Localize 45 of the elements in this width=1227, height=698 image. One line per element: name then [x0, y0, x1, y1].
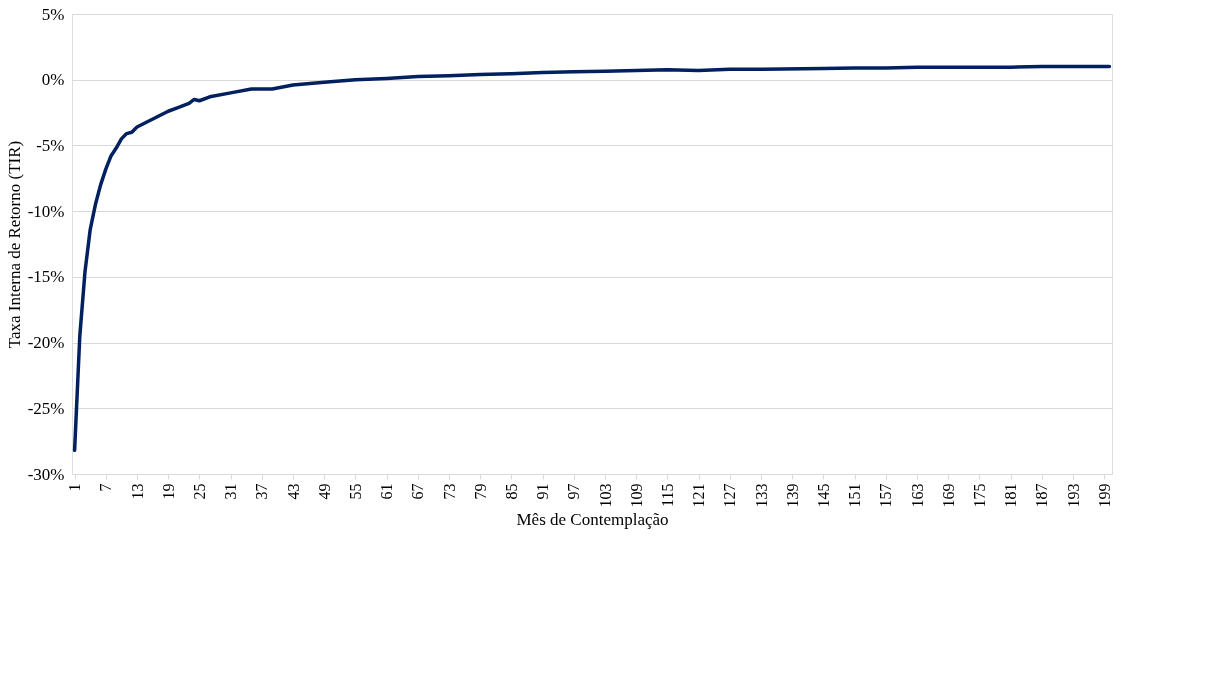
x-tick-label: 163 — [908, 483, 926, 508]
x-tick-label: 91 — [534, 483, 552, 500]
x-tick-label: 169 — [939, 483, 957, 508]
x-tick-label: 139 — [783, 483, 801, 508]
x-tick-label: 121 — [690, 483, 708, 508]
y-tick-label: 0% — [41, 70, 65, 90]
x-tick-label: 55 — [346, 483, 364, 500]
x-tick-label: 85 — [502, 483, 520, 500]
y-tick-label: -15% — [27, 267, 65, 287]
x-tick-label: 151 — [846, 483, 864, 508]
x-tick-label: 19 — [159, 483, 177, 500]
x-tick-label: 127 — [721, 483, 739, 508]
x-tick-label: 67 — [409, 483, 427, 500]
x-tick-label: 97 — [565, 483, 583, 500]
x-tick-label: 181 — [1002, 483, 1020, 508]
y-tick-label: -20% — [27, 333, 65, 353]
x-tick-label: 1 — [66, 483, 84, 492]
x-tick-label: 145 — [814, 483, 832, 508]
x-axis-title: Mês de Contemplação — [516, 509, 669, 529]
line-series — [72, 64, 1112, 453]
y-tick-label: -30% — [27, 464, 65, 484]
x-tick-label: 103 — [596, 483, 614, 508]
x-tick-label: 7 — [97, 483, 115, 492]
x-tick-label: 25 — [190, 483, 208, 500]
x-tick-label: 13 — [128, 483, 146, 500]
x-tick-label: 133 — [752, 483, 770, 508]
y-tick-label: -25% — [27, 398, 65, 418]
x-tick-label: 61 — [378, 483, 396, 500]
x-tick-label: 193 — [1064, 483, 1082, 508]
x-tick-label: 37 — [253, 483, 271, 500]
x-tick-label: 157 — [877, 483, 895, 508]
x-tick-label: 175 — [970, 483, 988, 508]
y-tick-label: 5% — [41, 4, 65, 24]
x-tick-label: 31 — [222, 483, 240, 500]
y-axis-title: Taxa Interna de Retorno (TIR) — [4, 140, 24, 349]
y-tick-label: -10% — [27, 201, 65, 221]
x-tick-label: 199 — [1095, 483, 1113, 508]
y-tick-label: -5% — [36, 135, 65, 155]
x-tick-label: 187 — [1033, 483, 1051, 508]
x-tick-label: 109 — [627, 483, 645, 508]
x-tick-label: 73 — [440, 483, 458, 500]
x-tick-label: 49 — [315, 483, 333, 500]
x-tick-label: 79 — [471, 483, 489, 500]
x-tick-label: 115 — [658, 483, 676, 507]
x-tick-label: 43 — [284, 483, 302, 500]
